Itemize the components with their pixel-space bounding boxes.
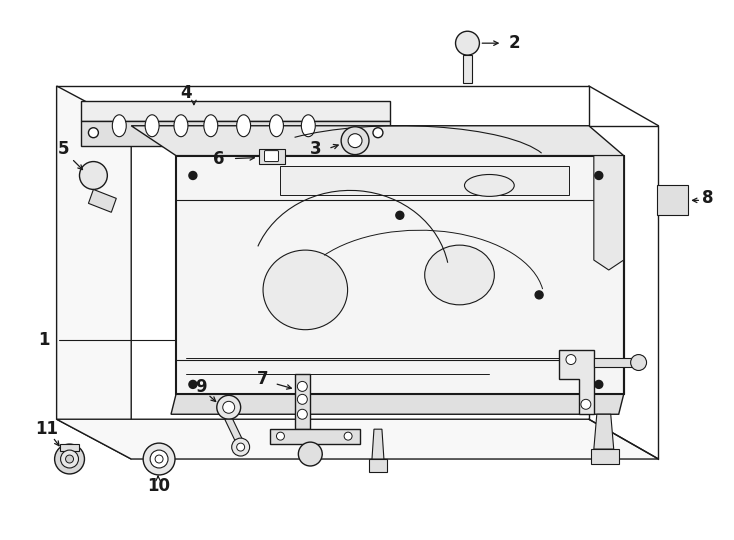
Circle shape xyxy=(143,443,175,475)
Polygon shape xyxy=(280,166,569,195)
Text: 8: 8 xyxy=(702,190,714,207)
Circle shape xyxy=(344,432,352,440)
Circle shape xyxy=(79,161,107,190)
FancyBboxPatch shape xyxy=(264,151,278,161)
Circle shape xyxy=(396,211,404,219)
Ellipse shape xyxy=(269,115,283,137)
Circle shape xyxy=(189,380,197,388)
Circle shape xyxy=(535,291,543,299)
Text: 11: 11 xyxy=(35,420,58,438)
Circle shape xyxy=(155,455,163,463)
Polygon shape xyxy=(131,126,624,156)
Circle shape xyxy=(297,381,308,391)
Ellipse shape xyxy=(112,115,126,137)
Circle shape xyxy=(348,134,362,147)
Circle shape xyxy=(54,444,84,474)
Circle shape xyxy=(150,450,168,468)
Circle shape xyxy=(65,455,73,463)
Circle shape xyxy=(341,127,369,154)
Polygon shape xyxy=(258,148,286,164)
Circle shape xyxy=(631,355,647,370)
Text: 7: 7 xyxy=(257,370,269,388)
Circle shape xyxy=(298,442,322,466)
Polygon shape xyxy=(594,357,639,368)
Text: 4: 4 xyxy=(180,84,192,102)
Polygon shape xyxy=(57,419,658,459)
Polygon shape xyxy=(225,419,244,444)
Polygon shape xyxy=(372,429,384,459)
Circle shape xyxy=(217,395,241,419)
Ellipse shape xyxy=(145,115,159,137)
Polygon shape xyxy=(656,185,688,215)
Polygon shape xyxy=(594,156,624,270)
Circle shape xyxy=(222,401,235,413)
Polygon shape xyxy=(171,394,624,414)
Polygon shape xyxy=(271,429,360,444)
Ellipse shape xyxy=(236,115,250,137)
Polygon shape xyxy=(88,190,116,212)
Polygon shape xyxy=(81,101,390,121)
Circle shape xyxy=(232,438,250,456)
Circle shape xyxy=(297,394,308,404)
Circle shape xyxy=(189,172,197,179)
Polygon shape xyxy=(295,374,310,429)
Text: 1: 1 xyxy=(38,330,49,349)
Ellipse shape xyxy=(263,250,348,330)
Circle shape xyxy=(566,355,576,365)
Ellipse shape xyxy=(204,115,218,137)
Circle shape xyxy=(88,128,98,138)
Circle shape xyxy=(456,31,479,55)
Ellipse shape xyxy=(425,245,494,305)
Text: 9: 9 xyxy=(195,379,207,396)
Ellipse shape xyxy=(465,174,515,197)
Polygon shape xyxy=(57,86,131,459)
Polygon shape xyxy=(559,349,594,414)
Text: 6: 6 xyxy=(213,150,225,167)
Circle shape xyxy=(297,409,308,419)
Polygon shape xyxy=(591,449,619,464)
Circle shape xyxy=(581,400,591,409)
Text: 5: 5 xyxy=(58,140,69,158)
Ellipse shape xyxy=(302,115,316,137)
Polygon shape xyxy=(59,444,79,451)
Circle shape xyxy=(595,380,603,388)
Circle shape xyxy=(373,128,383,138)
Text: 10: 10 xyxy=(148,477,170,495)
Polygon shape xyxy=(81,121,390,146)
Ellipse shape xyxy=(174,115,188,137)
Polygon shape xyxy=(462,55,473,83)
Text: 3: 3 xyxy=(310,140,321,158)
Polygon shape xyxy=(176,156,624,394)
Polygon shape xyxy=(369,459,387,472)
Text: 2: 2 xyxy=(509,34,520,52)
Circle shape xyxy=(595,172,603,179)
Circle shape xyxy=(61,450,79,468)
Polygon shape xyxy=(594,414,614,449)
Circle shape xyxy=(277,432,285,440)
Circle shape xyxy=(236,443,244,451)
